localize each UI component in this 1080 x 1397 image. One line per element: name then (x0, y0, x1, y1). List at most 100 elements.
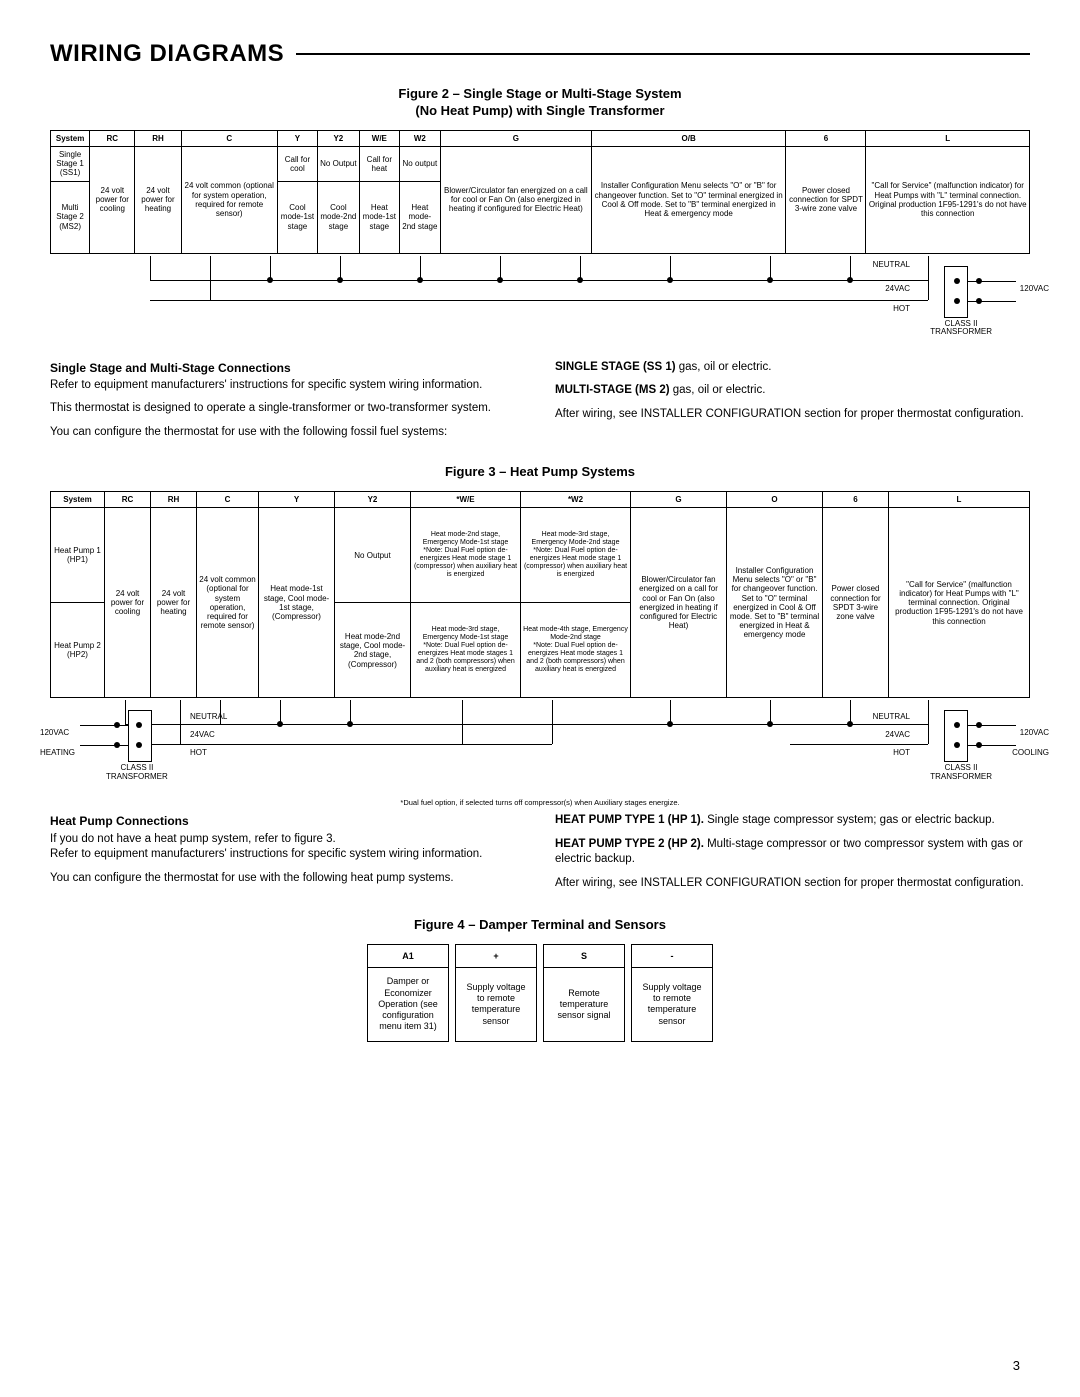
fig2-left-col: Single Stage and Multi-Stage Connections… (50, 360, 525, 449)
f4-h-a1: A1 (367, 944, 449, 968)
ss-ms-after: After wiring, see INSTALLER CONFIGURATIO… (555, 407, 1030, 423)
ss1-y: Call for cool (277, 146, 317, 181)
fig3-title: Figure 3 – Heat Pump Systems (50, 464, 1030, 481)
fig2-text: Single Stage and Multi-Stage Connections… (50, 360, 1030, 449)
h3-rh: RH (151, 492, 197, 508)
hp-p1: If you do not have a heat pump system, r… (50, 832, 525, 848)
h3-system: System (51, 492, 105, 508)
c: 24 volt common (optional for system oper… (181, 146, 277, 253)
hp1-bold: HEAT PUMP TYPE 1 (HP 1). (555, 814, 704, 826)
g: Blower/Circulator fan energized on a cal… (440, 146, 591, 253)
rh: 24 volt power for heating (135, 146, 181, 253)
h3-y2: Y2 (335, 492, 411, 508)
ms2-y2: Cool mode-2nd stage (318, 181, 360, 253)
fig4-title: Figure 4 – Damper Terminal and Sensors (50, 917, 1030, 934)
hp2-bold: HEAT PUMP TYPE 2 (HP 2). (555, 838, 704, 850)
rc: 24 volt power for cooling (90, 146, 135, 253)
lbl3-24vac-r: 24VAC (885, 730, 910, 740)
title-text: WIRING DIAGRAMS (50, 40, 284, 68)
f4-h-plus: + (455, 944, 537, 968)
fig3-right-col: HEAT PUMP TYPE 1 (HP 1). Single stage co… (555, 813, 1030, 899)
ss1-y2: No Output (318, 146, 360, 181)
h-we: W/E (359, 130, 399, 146)
lbl3-heating: HEATING (40, 748, 75, 758)
xfmr-label: CLASS II TRANSFORMER (930, 320, 992, 338)
l: "Call for Service" (malfunction indicato… (866, 146, 1030, 253)
ss1-text: gas, oil or electric. (676, 361, 772, 373)
f4-a1: Damper or Economizer Operation (see conf… (367, 968, 449, 1041)
fig2-title-l1: Figure 2 – Single Stage or Multi-Stage S… (398, 86, 681, 101)
ss1-w2: No output (399, 146, 440, 181)
lbl3-neutral-r: NEUTRAL (873, 712, 910, 722)
hp-after: After wiring, see INSTALLER CONFIGURATIO… (555, 876, 1030, 892)
lbl3-neutral-l: NEUTRAL (190, 712, 227, 722)
fig3-footnote: *Dual fuel option, if selected turns off… (50, 798, 1030, 807)
h-w2: W2 (399, 130, 440, 146)
fig3-left-col: Heat Pump Connections If you do not have… (50, 813, 525, 899)
ss1-label: Single Stage 1 (SS1) (51, 146, 90, 181)
hp2-w2: Heat mode-4th stage, Emergency Mode-2nd … (521, 603, 631, 698)
fig2-table: System RC RH C Y Y2 W/E W2 G O/B 6 L Sin… (50, 130, 1030, 254)
o3: Installer Configuration Menu selects "O"… (727, 508, 823, 698)
h3-rc: RC (105, 492, 151, 508)
ms2-text: gas, oil or electric. (670, 384, 766, 396)
page-number: 3 (1013, 1358, 1020, 1373)
c3: 24 volt common (optional for system oper… (197, 508, 259, 698)
hp1-we: Heat mode-2nd stage, Emergency Mode-1st … (411, 508, 521, 603)
f4-h-minus: - (631, 944, 713, 968)
lbl3-hot-r: HOT (893, 748, 910, 758)
t6: Power closed connection for SPDT 3-wire … (786, 146, 866, 253)
hp-p2: Refer to equipment manufacturers' instru… (50, 847, 525, 863)
ss-ms-p2: This thermostat is designed to operate a… (50, 401, 525, 417)
g3: Blower/Circulator fan energized on a cal… (631, 508, 727, 698)
h3-g: G (631, 492, 727, 508)
hp1-text: Single stage compressor system; gas or e… (704, 814, 995, 826)
h-rh: RH (135, 130, 181, 146)
h-c: C (181, 130, 277, 146)
hp2-y2: Heat mode-2nd stage, Cool mode-2nd stage… (335, 603, 411, 698)
xfmr-left-label: CLASS II TRANSFORMER (106, 764, 168, 782)
xfmr-right-box (944, 710, 968, 762)
h3-y: Y (259, 492, 335, 508)
f4-plus: Supply voltage to remote temperature sen… (455, 968, 537, 1041)
hp1-label: Heat Pump 1 (HP1) (51, 508, 105, 603)
hp1-w2: Heat mode-3rd stage, Emergency Mode-2nd … (521, 508, 631, 603)
h3-we: *W/E (411, 492, 521, 508)
ms2-we: Heat mode-1st stage (359, 181, 399, 253)
h-y2: Y2 (318, 130, 360, 146)
hp-p3: You can configure the thermostat for use… (50, 871, 525, 887)
lbl3-120vac-r: 120VAC (1020, 728, 1049, 738)
h-y: Y (277, 130, 317, 146)
h-l: L (866, 130, 1030, 146)
ms2-y: Cool mode-1st stage (277, 181, 317, 253)
rc3: 24 volt power for cooling (105, 508, 151, 698)
fig2-right-col: SINGLE STAGE (SS 1) gas, oil or electric… (555, 360, 1030, 449)
h-6: 6 (786, 130, 866, 146)
fig4: Figure 4 – Damper Terminal and Sensors A… (50, 917, 1030, 1041)
lbl3-120vac-l: 120VAC (40, 728, 69, 738)
ms2-w2: Heat mode-2nd stage (399, 181, 440, 253)
hp1-y2: No Output (335, 508, 411, 603)
fig4-table: A1 + S - Damper or Economizer Operation … (361, 944, 719, 1041)
title-rule (296, 53, 1030, 55)
h3-w2: *W2 (521, 492, 631, 508)
fig2-title: Figure 2 – Single Stage or Multi-Stage S… (50, 86, 1030, 120)
fig3-table: System RC RH C Y Y2 *W/E *W2 G O 6 L Hea… (50, 491, 1030, 698)
rh3: 24 volt power for heating (151, 508, 197, 698)
ss1-bold: SINGLE STAGE (SS 1) (555, 361, 676, 373)
l3: "Call for Service" (malfunction indicato… (889, 508, 1030, 698)
fig2-title-l2: (No Heat Pump) with Single Transformer (415, 103, 664, 118)
h3-l: L (889, 492, 1030, 508)
xfmr-right-label: CLASS II TRANSFORMER (930, 764, 992, 782)
t63: Power closed connection for SPDT 3-wire … (823, 508, 889, 698)
fig3-transformer-diagram: NEUTRAL 24VAC HOT 120VAC HEATING CLASS I… (50, 700, 1030, 796)
h3-o: O (727, 492, 823, 508)
h-system: System (51, 130, 90, 146)
lbl-neutral: NEUTRAL (873, 260, 910, 270)
h3-c: C (197, 492, 259, 508)
f4-minus: Supply voltage to remote temperature sen… (631, 968, 713, 1041)
ss-ms-head: Single Stage and Multi-Stage Connections (50, 360, 525, 376)
xfmr-left-box (128, 710, 152, 762)
ob: Installer Configuration Menu selects "O"… (591, 146, 786, 253)
f4-h-s: S (543, 944, 625, 968)
